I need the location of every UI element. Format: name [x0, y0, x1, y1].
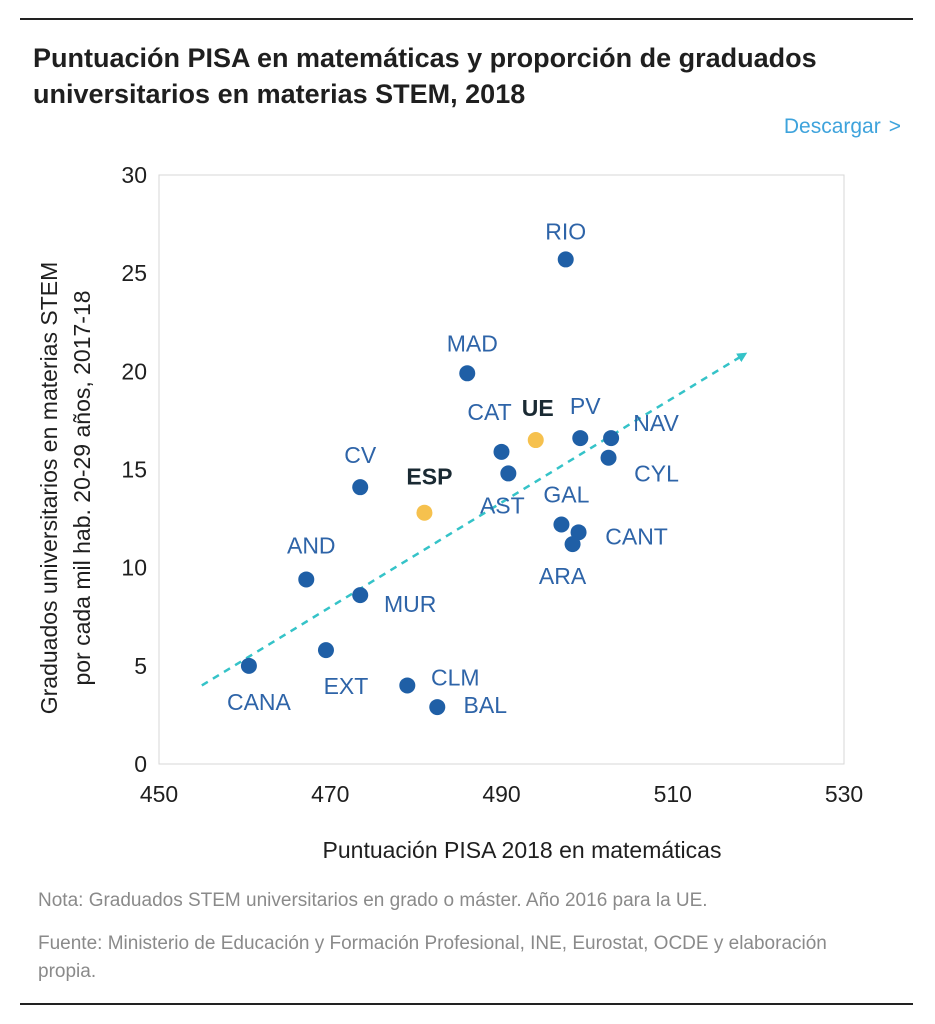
y-tick-label: 30: [121, 162, 147, 188]
y-tick-label: 15: [121, 457, 147, 483]
data-point-mur: [352, 587, 369, 604]
x-tick-label: 530: [825, 781, 863, 807]
y-axis-label-line-2: por cada mil hab. 20-29 años, 2017-18: [69, 290, 95, 685]
x-tick-label: 450: [140, 781, 178, 807]
y-axis-label-line-1: Graduados universitarios en materias STE…: [36, 262, 62, 715]
data-point-pv: [572, 430, 589, 447]
point-label-mur: MUR: [384, 591, 436, 617]
plot-area: [158, 174, 845, 765]
y-axis-ticks: 0 5 10 15 20 25 30: [121, 162, 147, 777]
y-tick-label: 25: [121, 260, 147, 286]
chart-title: Puntuación PISA en matemáticas y proporc…: [33, 43, 817, 109]
y-tick-label: 0: [134, 751, 147, 777]
point-label-cat: CAT: [467, 399, 511, 425]
data-points: [240, 251, 620, 716]
trend-line: [201, 352, 748, 687]
point-label-ext: EXT: [324, 673, 369, 699]
data-point-gal: [553, 516, 570, 533]
x-axis-ticks: 450 470 490 510 530: [140, 781, 863, 807]
data-point-cyl: [600, 449, 617, 466]
x-tick-label: 470: [311, 781, 349, 807]
point-label-pv: PV: [570, 393, 601, 419]
point-label-ara: ARA: [539, 563, 587, 589]
data-point-cant: [570, 524, 587, 541]
download-label: Descargar: [783, 115, 881, 138]
point-label-ue: UE: [522, 395, 554, 421]
data-point-mad: [459, 365, 476, 382]
data-point-bal: [429, 699, 446, 716]
y-tick-label: 20: [121, 358, 147, 384]
point-label-mad: MAD: [447, 330, 498, 356]
data-point-ast: [500, 465, 517, 482]
point-label-bal: BAL: [464, 692, 508, 718]
x-axis-label: Puntuación PISA 2018 en matemáticas: [323, 837, 722, 863]
chevron-right-icon: >: [888, 115, 901, 138]
point-label-and: AND: [287, 532, 336, 558]
data-point-clm: [399, 677, 416, 694]
point-label-cv: CV: [344, 442, 377, 468]
data-point-ext: [317, 642, 334, 659]
y-tick-label: 10: [121, 555, 147, 581]
point-label-cant: CANT: [605, 523, 668, 549]
data-point-esp: [416, 504, 433, 521]
data-point-rio: [557, 251, 574, 268]
point-label-gal: GAL: [543, 481, 589, 507]
point-label-cyl: CYL: [634, 461, 679, 487]
data-labels: RIO MAD CAT UE PV NAV CYL CV ESP AST GAL CANT ARA AND…: [227, 218, 680, 718]
point-label-esp: ESP: [406, 464, 452, 490]
point-label-clm: CLM: [431, 664, 480, 690]
source-text: Fuente: Ministerio de Educación y Formac…: [38, 933, 827, 982]
data-point-ara: [564, 536, 581, 553]
data-point-and: [298, 571, 315, 588]
bottom-rule: [20, 1003, 913, 1005]
data-point-cat: [493, 443, 510, 460]
data-point-cv: [352, 479, 369, 496]
data-point-ue: [527, 432, 544, 449]
point-label-nav: NAV: [633, 410, 679, 436]
data-point-cana: [240, 657, 257, 674]
point-label-rio: RIO: [545, 218, 586, 244]
download-link[interactable]: Descargar >: [784, 115, 901, 139]
note-text: Nota: Graduados STEM universitarios en g…: [38, 890, 708, 911]
point-label-ast: AST: [480, 492, 525, 518]
data-point-nav: [603, 430, 620, 447]
x-tick-label: 490: [482, 781, 520, 807]
top-rule: [20, 18, 913, 20]
x-tick-label: 510: [654, 781, 692, 807]
point-label-cana: CANA: [227, 689, 292, 715]
y-tick-label: 5: [134, 653, 147, 679]
